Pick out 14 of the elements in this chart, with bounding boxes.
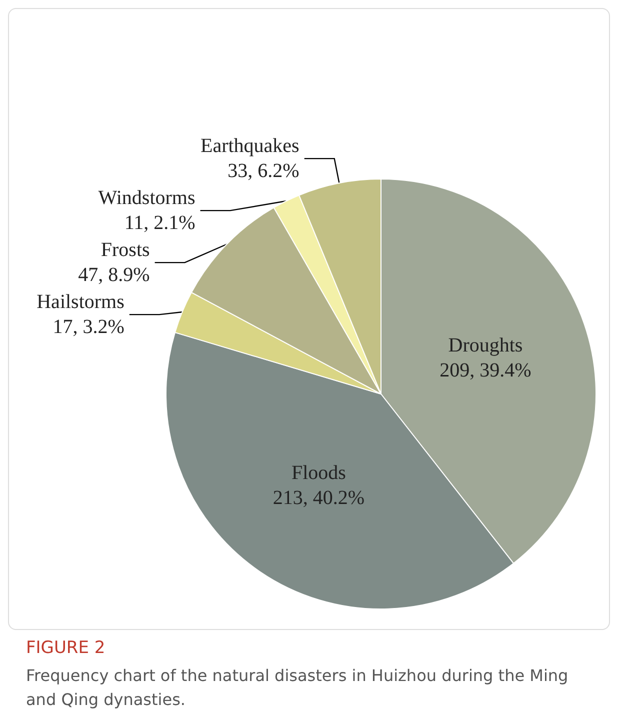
data-label: 33, 6.2% [228, 160, 300, 182]
slice-label: Droughts [448, 334, 523, 356]
data-label: 17, 3.2% [52, 316, 124, 338]
data-label: 11, 2.1% [124, 212, 196, 234]
slice-label: Frosts [100, 239, 150, 262]
text: FIGURE 2 [26, 638, 106, 658]
slice-label: Earthquakes [200, 135, 300, 158]
text: Frequency chart of the natural disasters in Huizhou during the Ming and Qing dynasties. [26, 665, 570, 711]
data-label: 209, 39.4% [440, 359, 532, 382]
data-label: 213, 40.2% [272, 486, 365, 509]
slice-label: Floods [291, 462, 346, 484]
data-label: 47, 8.9% [78, 264, 150, 286]
slice-label: Windstorms [98, 187, 196, 210]
slice-label: Hailstorms [36, 291, 125, 314]
